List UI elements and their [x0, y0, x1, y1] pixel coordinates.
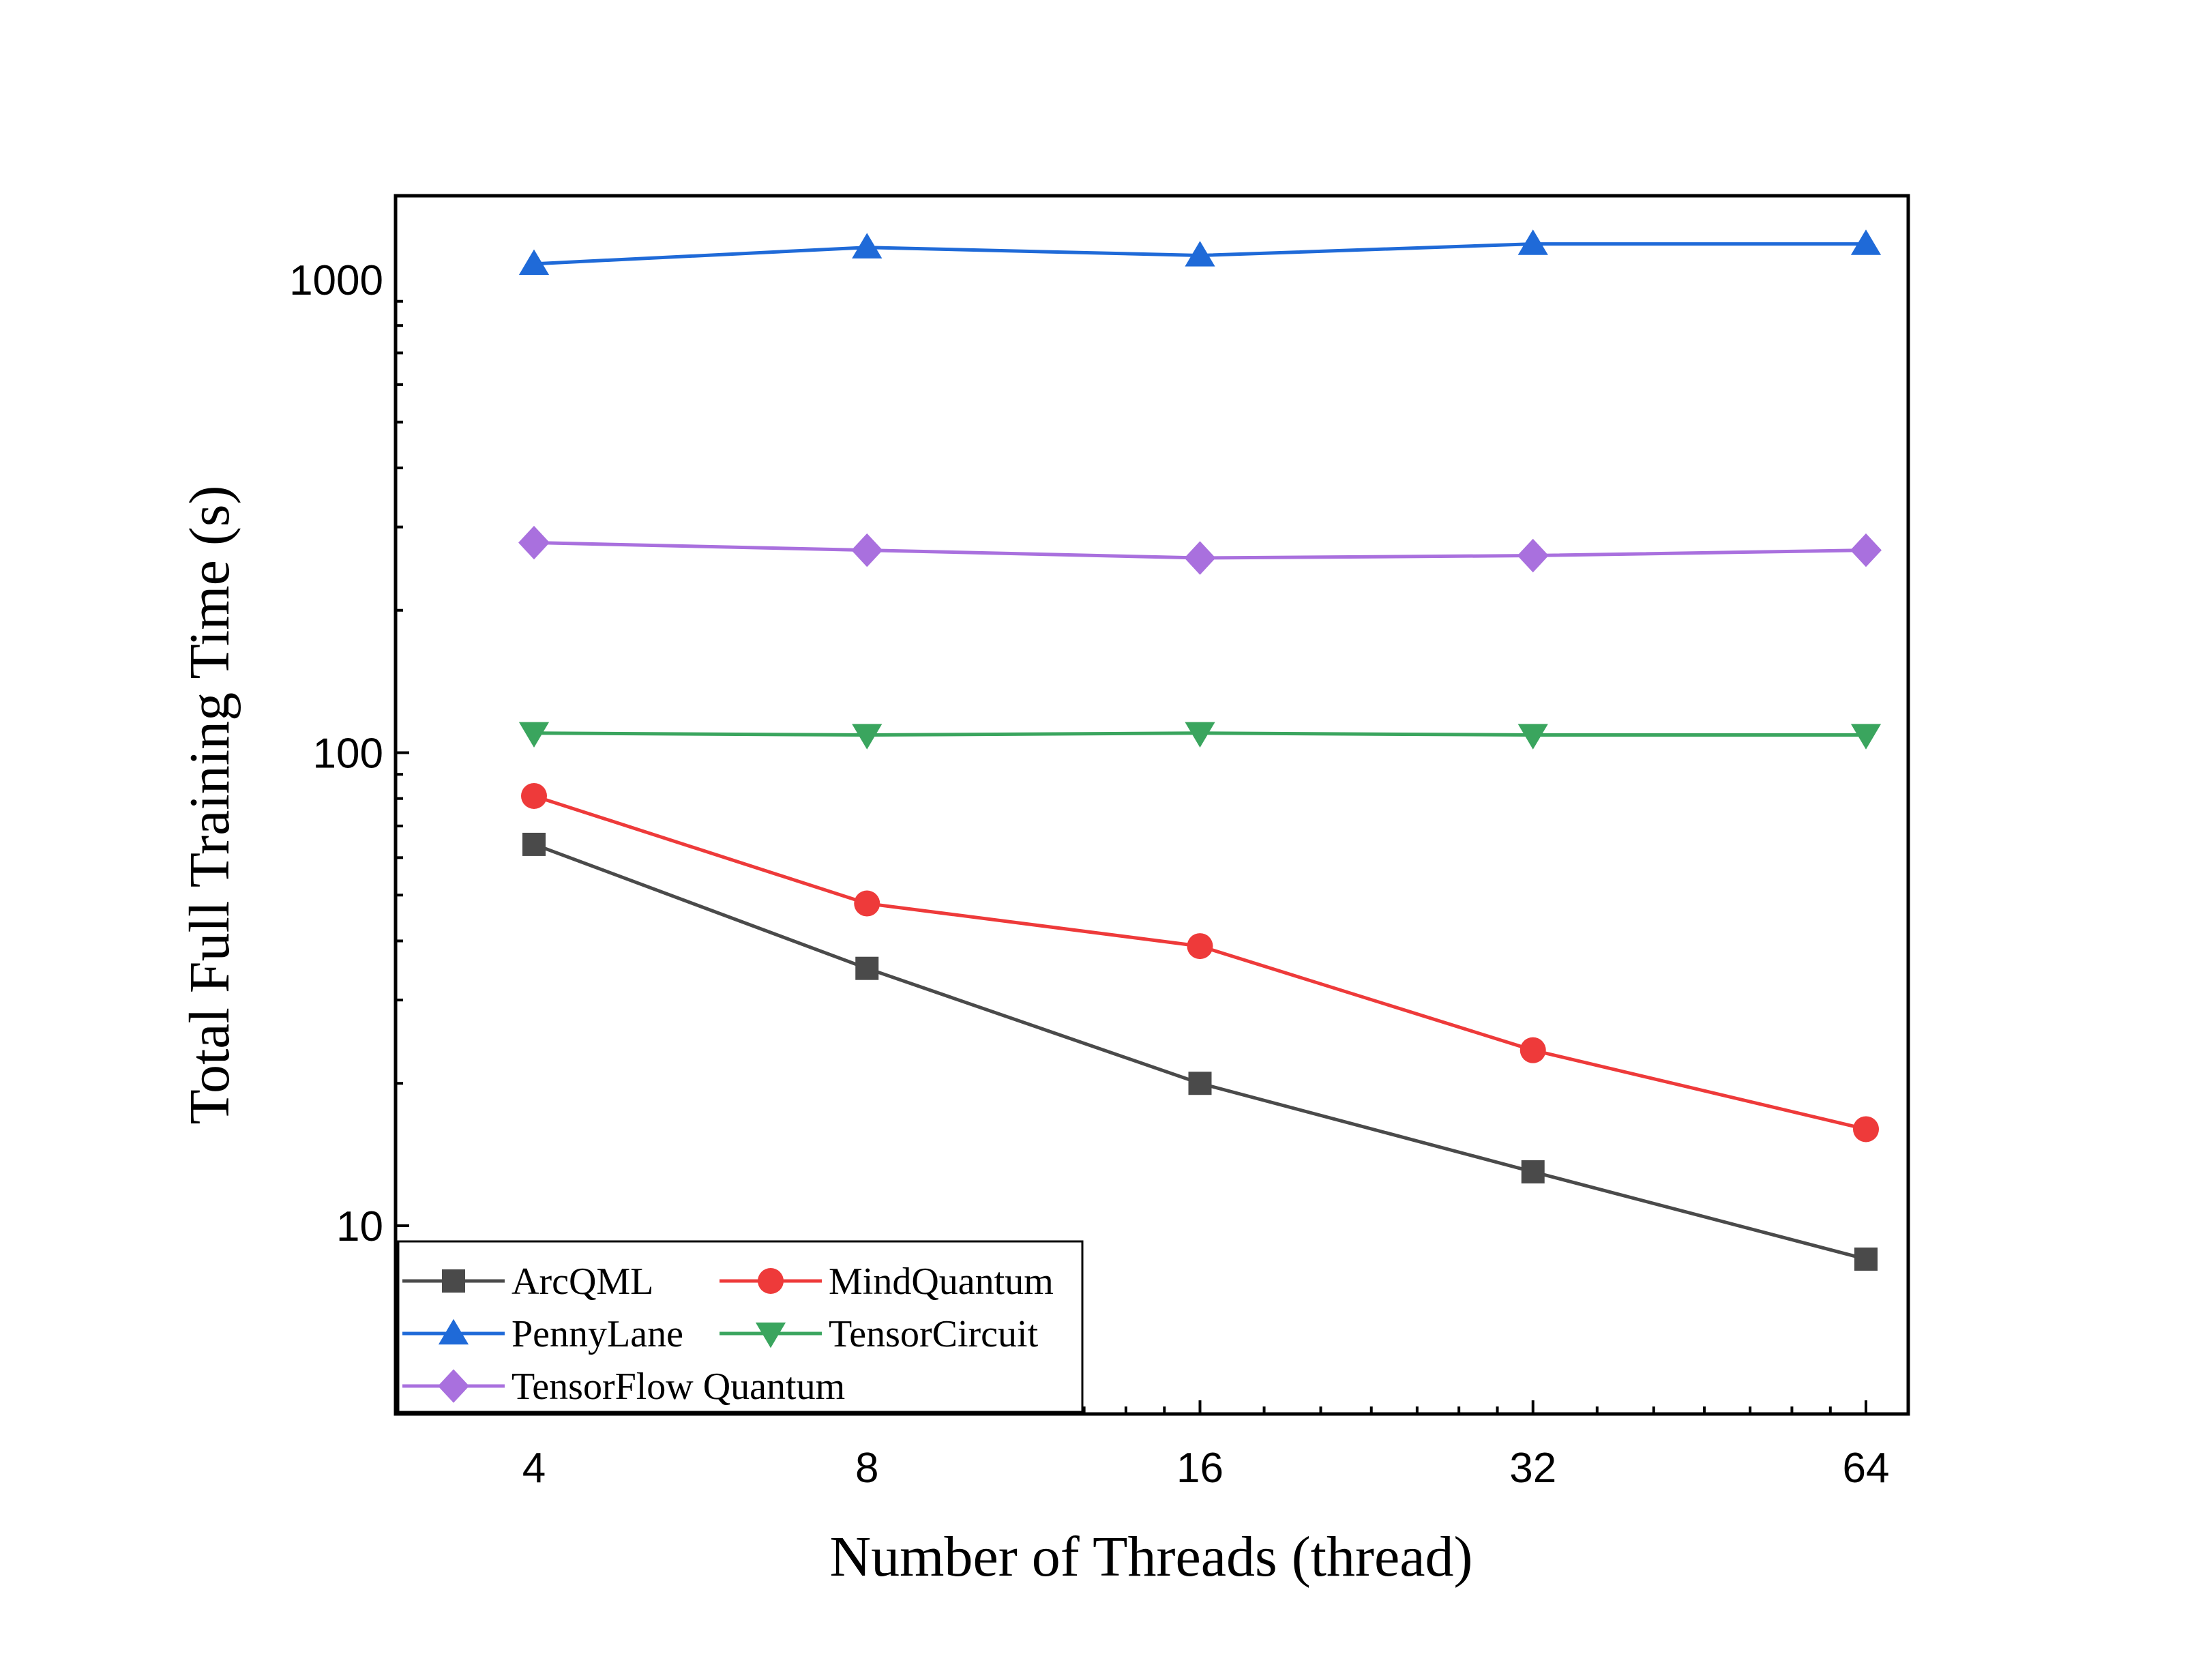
legend-box — [397, 1240, 1084, 1413]
legend: ArcQML MindQuantum PennyLane TensorCircuit T… — [397, 1240, 1084, 1413]
data-point-mindquantum — [854, 890, 880, 917]
data-point-mindquantum — [1187, 933, 1213, 960]
data-point-arcqml — [522, 832, 546, 856]
legend-item-pennylane: PennyLane — [402, 1313, 683, 1355]
y-tick-label: 1000 — [289, 257, 383, 304]
data-point-tensorcircuit — [852, 724, 883, 750]
data-point-mindquantum — [1853, 1116, 1879, 1143]
legend-item-mindquantum: MindQuantum — [720, 1261, 1054, 1303]
series-arcqml — [522, 832, 1878, 1271]
legend-item-arcqml: ArcQML — [402, 1261, 653, 1303]
data-point-tensorcircuit — [1185, 722, 1215, 748]
series-tensorflow-quantum — [518, 525, 1882, 575]
series-mindquantum — [521, 782, 1879, 1143]
data-point-tensorflow-quantum — [1184, 541, 1216, 575]
legend-marker-arcqml — [442, 1269, 465, 1293]
data-point-mindquantum — [521, 782, 547, 809]
legend-marker-tensorflow-quantum — [438, 1369, 469, 1403]
data-point-tensorflow-quantum — [851, 533, 883, 568]
data-point-pennylane — [852, 233, 883, 259]
legend-label-tensorflow-quantum: TensorFlow Quantum — [512, 1366, 845, 1408]
legend-label-mindquantum: MindQuantum — [829, 1261, 1054, 1303]
data-point-tensorflow-quantum — [518, 525, 550, 560]
data-point-arcqml — [1854, 1247, 1878, 1271]
y-tick-label: 10 — [336, 1203, 383, 1250]
legend-item-tensorcircuit: TensorCircuit — [720, 1313, 1039, 1355]
data-point-pennylane — [1850, 229, 1882, 255]
x-tick-label: 32 — [1509, 1445, 1556, 1492]
data-point-arcqml — [855, 956, 879, 980]
y-tick-label: 100 — [313, 731, 383, 778]
data-point-pennylane — [1517, 229, 1548, 255]
data-point-tensorcircuit — [518, 722, 550, 748]
legend-label-pennylane: PennyLane — [512, 1313, 683, 1355]
data-point-pennylane — [1185, 241, 1215, 267]
data-point-mindquantum — [1520, 1037, 1546, 1063]
x-tick-label: 8 — [855, 1445, 878, 1492]
y-axis-title: Total Full Training Time (s) — [178, 485, 241, 1124]
data-point-tensorflow-quantum — [1850, 533, 1882, 568]
data-point-arcqml — [1521, 1160, 1545, 1183]
legend-marker-pennylane — [438, 1318, 469, 1345]
data-point-tensorcircuit — [1517, 724, 1548, 750]
x-axis-title: Number of Threads (thread) — [829, 1525, 1472, 1589]
legend-marker-tensorcircuit — [755, 1322, 786, 1349]
legend-label-tensorcircuit: TensorCircuit — [829, 1313, 1039, 1355]
x-tick-label: 16 — [1176, 1445, 1224, 1492]
data-point-tensorcircuit — [1850, 724, 1882, 750]
data-point-pennylane — [518, 249, 550, 275]
series-tensorcircuit — [518, 722, 1882, 750]
plot-frame — [394, 194, 1910, 1416]
x-tick-label: 4 — [522, 1445, 546, 1492]
series-layer — [518, 229, 1882, 1271]
data-point-arcqml — [1188, 1072, 1212, 1095]
data-point-tensorflow-quantum — [1517, 538, 1549, 573]
x-tick-label: 64 — [1843, 1445, 1890, 1492]
legend-marker-mindquantum — [758, 1268, 784, 1294]
series-pennylane — [518, 229, 1882, 275]
tick-labels: 10 100 1000 4 8 16 32 64 — [289, 257, 1889, 1492]
legend-item-tensorflow-quantum: TensorFlow Quantum — [402, 1366, 845, 1408]
legend-label-arcqml: ArcQML — [512, 1261, 653, 1303]
